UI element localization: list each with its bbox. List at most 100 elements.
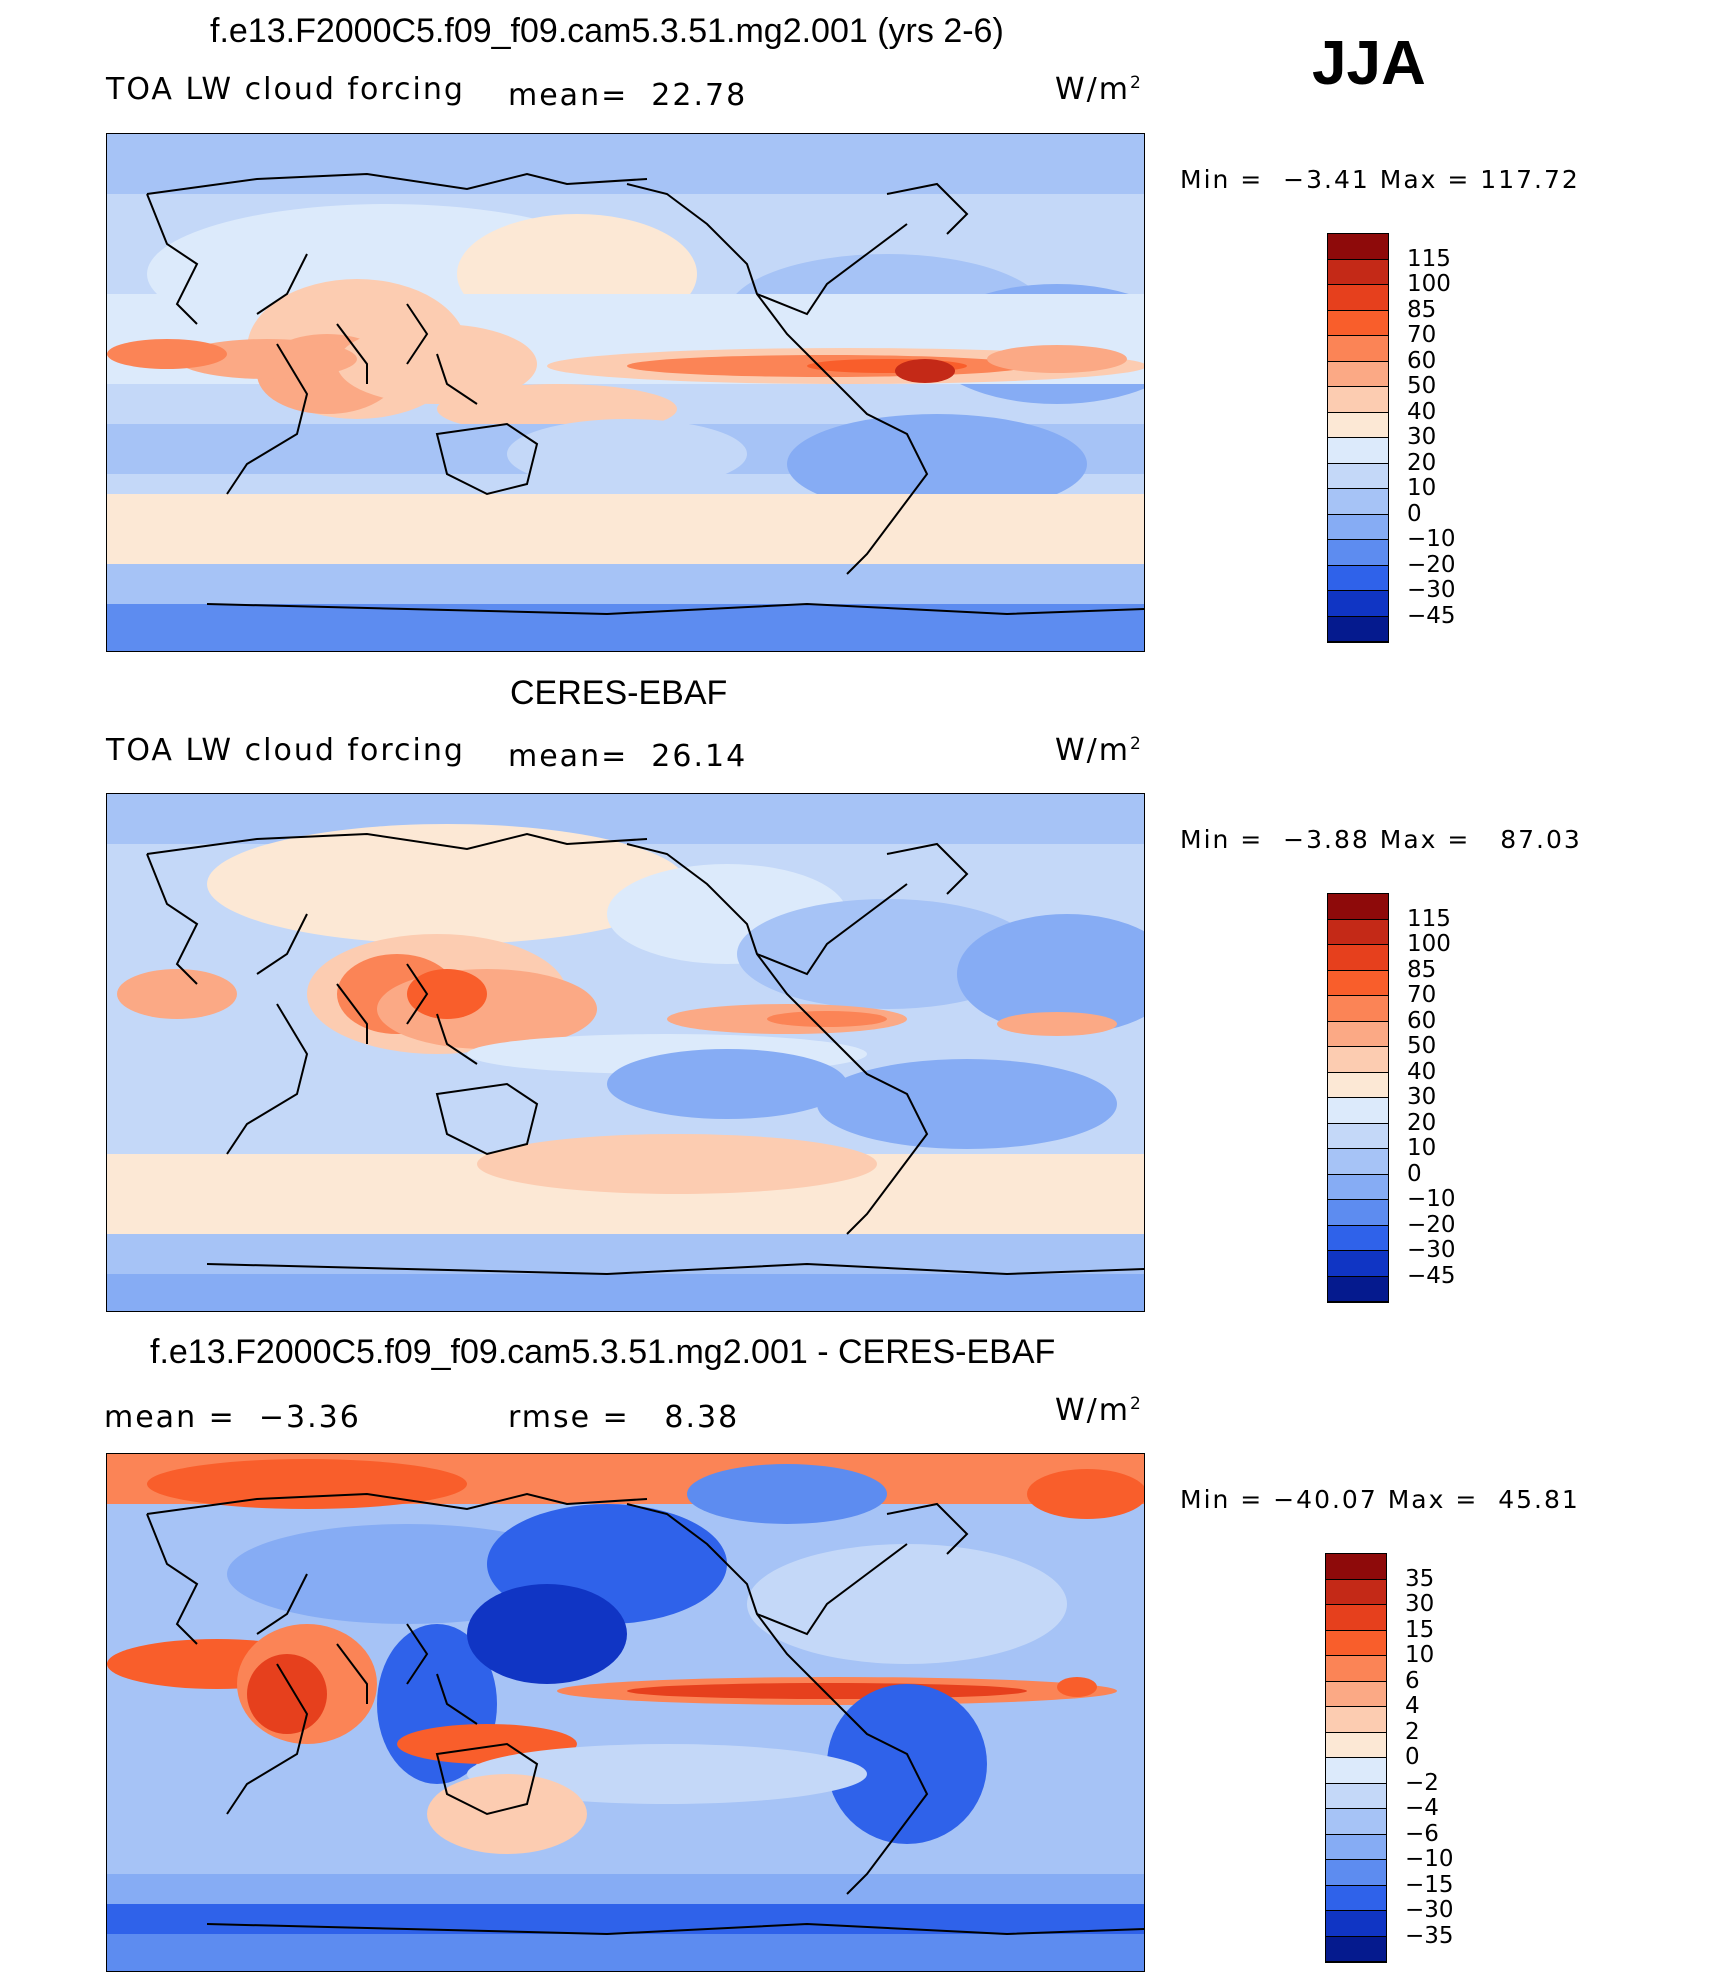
mean-value: −3.36 xyxy=(258,1400,361,1435)
colorbar-tick-label: 10 xyxy=(1407,1135,1437,1161)
colorbar-swatch xyxy=(1328,1174,1388,1200)
colorbar-tick-label: −10 xyxy=(1405,1846,1454,1872)
mean-label: mean= 22.78 xyxy=(508,78,748,113)
units-label: W/m2 xyxy=(1055,72,1143,107)
max-value: 117.72 xyxy=(1480,165,1580,194)
mean-label: mean = −3.36 xyxy=(104,1400,361,1435)
variable-label: TOA LW cloud forcing xyxy=(106,72,465,107)
colorbar-tick-label: 40 xyxy=(1407,398,1437,425)
min-value: −3.88 xyxy=(1283,825,1370,854)
colorbar-swatch xyxy=(1328,387,1388,413)
colorbar-tick-label: 50 xyxy=(1407,373,1437,399)
colorbar-swatch xyxy=(1328,1200,1388,1226)
colorbar-swatch xyxy=(1328,945,1388,971)
colorbar-tick-label: 6 xyxy=(1405,1667,1420,1694)
colorbar xyxy=(1327,233,1389,643)
colorbar-swatch xyxy=(1326,1783,1386,1809)
variable-label: TOA LW cloud forcing xyxy=(106,733,465,768)
colorbar-tick-label: 0 xyxy=(1407,1160,1422,1187)
colorbar-swatch xyxy=(1326,1554,1386,1580)
map-panel-model xyxy=(106,133,1145,652)
colorbar-tick-label: 15 xyxy=(1405,1616,1435,1643)
heatmap-model xyxy=(107,134,1144,651)
colorbar-tick-label: 4 xyxy=(1405,1693,1420,1719)
colorbar-swatch xyxy=(1328,1098,1388,1124)
colorbar-swatch xyxy=(1326,1605,1386,1631)
colorbar-tick-label: 0 xyxy=(1407,500,1422,527)
colorbar-tick-label: −20 xyxy=(1407,551,1456,578)
colorbar-swatch xyxy=(1328,591,1388,617)
colorbar-tick-label: 20 xyxy=(1407,1109,1437,1136)
colorbar-tick-label: 85 xyxy=(1407,296,1437,323)
colorbar-swatch xyxy=(1328,894,1388,920)
colorbar-swatch xyxy=(1326,1681,1386,1707)
units-label: W/m2 xyxy=(1055,1393,1143,1428)
colorbar-swatch xyxy=(1328,259,1388,285)
colorbar-tick-label: 85 xyxy=(1407,956,1437,983)
min-value: −3.41 xyxy=(1283,165,1370,194)
colorbar-swatch xyxy=(1328,919,1388,945)
colorbar-swatch xyxy=(1326,1707,1386,1733)
colorbar-tick-label: 30 xyxy=(1407,1084,1437,1110)
colorbar-tick-label: 100 xyxy=(1407,931,1451,957)
mean-label: mean= 26.14 xyxy=(508,739,748,774)
panel-title: f.e13.F2000C5.f09_f09.cam5.3.51.mg2.001 … xyxy=(150,1333,1056,1371)
colorbar-swatch xyxy=(1328,336,1388,362)
colorbar-swatch xyxy=(1328,1149,1388,1175)
colorbar-swatch xyxy=(1328,489,1388,515)
colorbar-tick-label: 2 xyxy=(1405,1718,1420,1745)
colorbar-swatch xyxy=(1328,514,1388,540)
colorbar-tick-label: −4 xyxy=(1405,1795,1439,1821)
colorbar-swatch xyxy=(1328,996,1388,1022)
colorbar-tick-label: 30 xyxy=(1405,1591,1435,1617)
colorbar-tick-label: −10 xyxy=(1407,1186,1456,1212)
colorbar-swatch xyxy=(1328,438,1388,464)
map-panel-obs xyxy=(106,793,1145,1312)
colorbar-swatch xyxy=(1328,1123,1388,1149)
min-max-readout: Min = −40.07 Max = 45.81 xyxy=(1180,1485,1580,1514)
min-value: −40.07 xyxy=(1273,1485,1378,1514)
colorbar-tick-label: 70 xyxy=(1407,322,1437,348)
colorbar-swatch xyxy=(1326,1936,1386,1962)
colorbar-swatch xyxy=(1326,1732,1386,1758)
colorbar-tick-label: −2 xyxy=(1405,1769,1439,1796)
heatmap-diff xyxy=(107,1454,1144,1971)
colorbar-tick-label: 20 xyxy=(1407,449,1437,476)
max-value: 45.81 xyxy=(1498,1485,1580,1514)
colorbar-swatch xyxy=(1328,1021,1388,1047)
colorbar-swatch xyxy=(1328,1225,1388,1251)
colorbar-swatch xyxy=(1328,310,1388,336)
colorbar-swatch xyxy=(1328,970,1388,996)
colorbar-tick-label: −20 xyxy=(1407,1211,1456,1238)
heatmap-obs xyxy=(107,794,1144,1311)
colorbar-tick-label: 70 xyxy=(1407,982,1437,1008)
colorbar-swatch xyxy=(1328,361,1388,387)
colorbar-tick-label: 115 xyxy=(1407,905,1451,932)
mean-value: 26.14 xyxy=(651,739,748,774)
colorbar-tick-label: 60 xyxy=(1407,347,1437,374)
colorbar-tick-label: 10 xyxy=(1407,475,1437,501)
mean-value: 22.78 xyxy=(651,78,748,113)
map-panel-diff xyxy=(106,1453,1145,1972)
colorbar-tick-label: 0 xyxy=(1405,1744,1420,1770)
colorbar-tick-label: −30 xyxy=(1407,1237,1456,1263)
colorbar-swatch xyxy=(1326,1809,1386,1835)
colorbar-tick-label: −30 xyxy=(1407,577,1456,603)
colorbar-tick-label: 100 xyxy=(1407,271,1451,297)
colorbar-swatch xyxy=(1326,1911,1386,1937)
min-max-readout: Min = −3.41 Max = 117.72 xyxy=(1180,165,1580,194)
colorbar-swatch xyxy=(1326,1885,1386,1911)
colorbar-swatch xyxy=(1328,565,1388,591)
colorbar-tick-label: 115 xyxy=(1407,245,1451,272)
colorbar-swatch xyxy=(1326,1579,1386,1605)
colorbar-swatch xyxy=(1326,1758,1386,1784)
colorbar-tick-label: −6 xyxy=(1405,1820,1439,1847)
max-value: 87.03 xyxy=(1500,825,1582,854)
colorbar-tick-label: 10 xyxy=(1405,1642,1435,1668)
colorbar-tick-label: −15 xyxy=(1405,1871,1454,1898)
season-label: JJA xyxy=(1312,29,1426,98)
min-max-readout: Min = −3.88 Max = 87.03 xyxy=(1180,825,1582,854)
colorbar-swatch xyxy=(1328,463,1388,489)
colorbar-tick-label: 60 xyxy=(1407,1007,1437,1034)
colorbar-tick-label: 50 xyxy=(1407,1033,1437,1059)
